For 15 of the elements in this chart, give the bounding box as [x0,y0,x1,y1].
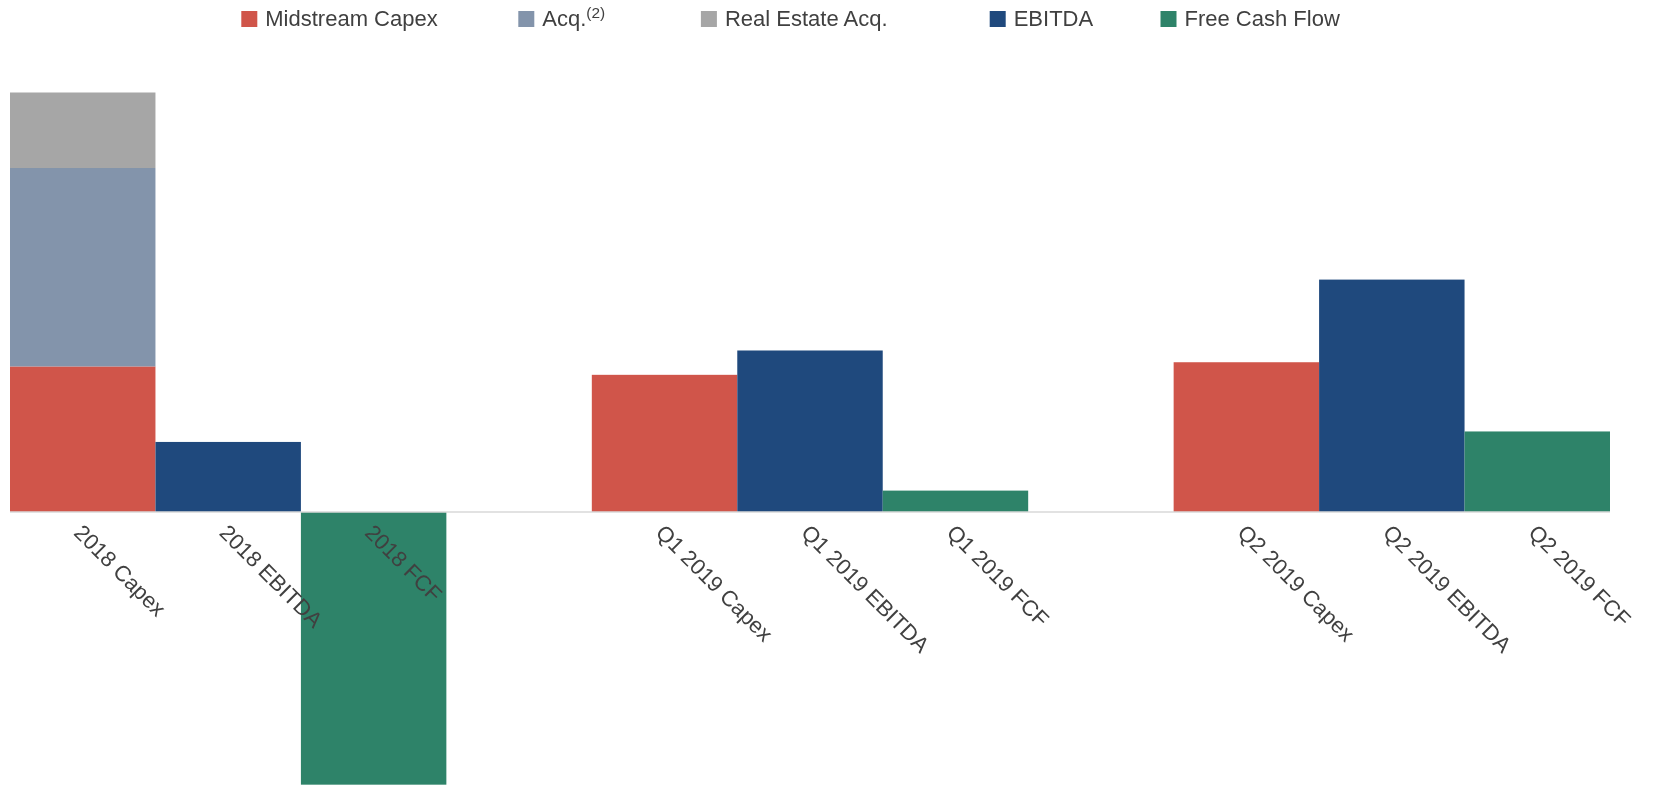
legend-label: Midstream Capex [265,6,438,31]
bar [1464,431,1611,512]
bar [1319,279,1465,512]
bar [882,490,1029,512]
bar [737,350,883,512]
bar [10,366,156,512]
bar [591,374,738,512]
bar [1173,362,1320,512]
bar [10,168,156,367]
bar [10,92,156,169]
legend-label: Free Cash Flow [1184,6,1340,31]
bar [155,441,301,512]
legend-label: EBITDA [1013,6,1094,31]
legend-label: Acq.$^{(2)}$ [542,3,606,31]
legend-label: Real Estate Acq. [724,6,888,31]
